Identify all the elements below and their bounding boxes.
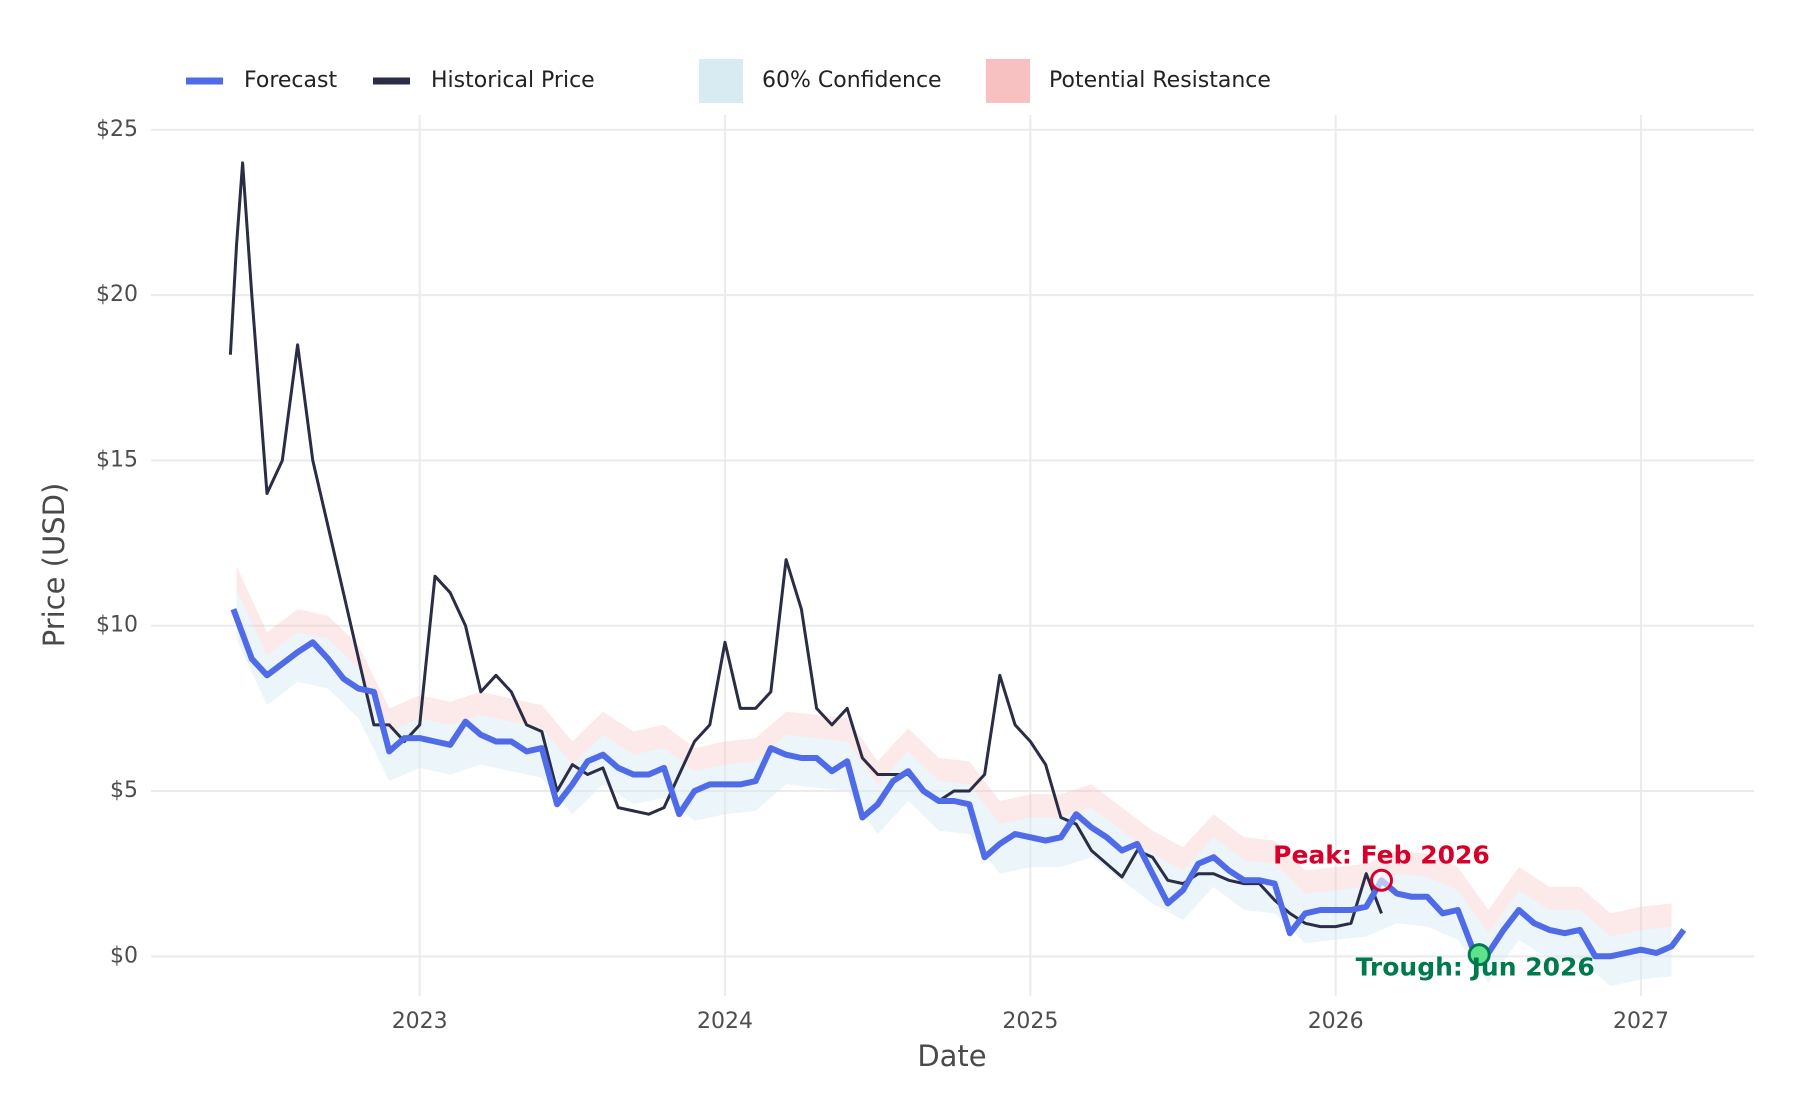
legend-label: 60% Confidence <box>762 68 942 93</box>
line <box>230 608 1687 960</box>
x-axis-title: Date <box>917 1039 986 1073</box>
y-axis-title: Price (USD) <box>37 483 71 648</box>
legend-label: Historical Price <box>431 68 595 93</box>
band <box>236 589 1672 987</box>
y-tick-label: $25 <box>96 117 138 142</box>
y-tick-label: $20 <box>96 282 138 307</box>
x-tick-label: 2023 <box>392 1009 448 1034</box>
annotation-label: Peak: Feb 2026 <box>1273 840 1490 869</box>
y-tick-label: $0 <box>110 943 138 968</box>
line <box>228 161 1383 929</box>
annotation-marker <box>1369 868 1393 892</box>
annotation-label: Trough: Jun 2026 <box>1356 953 1595 982</box>
x-tick-label: 2027 <box>1613 1009 1669 1034</box>
grid <box>151 115 1754 996</box>
legend-label: Potential Resistance <box>1049 68 1271 93</box>
y-tick-label: $5 <box>110 778 138 803</box>
x-tick-label: 2026 <box>1308 1009 1364 1034</box>
annotation-marker <box>1467 943 1491 967</box>
y-tick-label: $10 <box>96 613 138 638</box>
legend-swatch <box>699 59 743 103</box>
x-tick-label: 2025 <box>1002 1009 1058 1034</box>
y-tick-label: $15 <box>96 447 138 472</box>
legend-swatch <box>986 59 1030 103</box>
x-tick-label: 2024 <box>697 1009 753 1034</box>
legend-label: Forecast <box>244 68 337 93</box>
